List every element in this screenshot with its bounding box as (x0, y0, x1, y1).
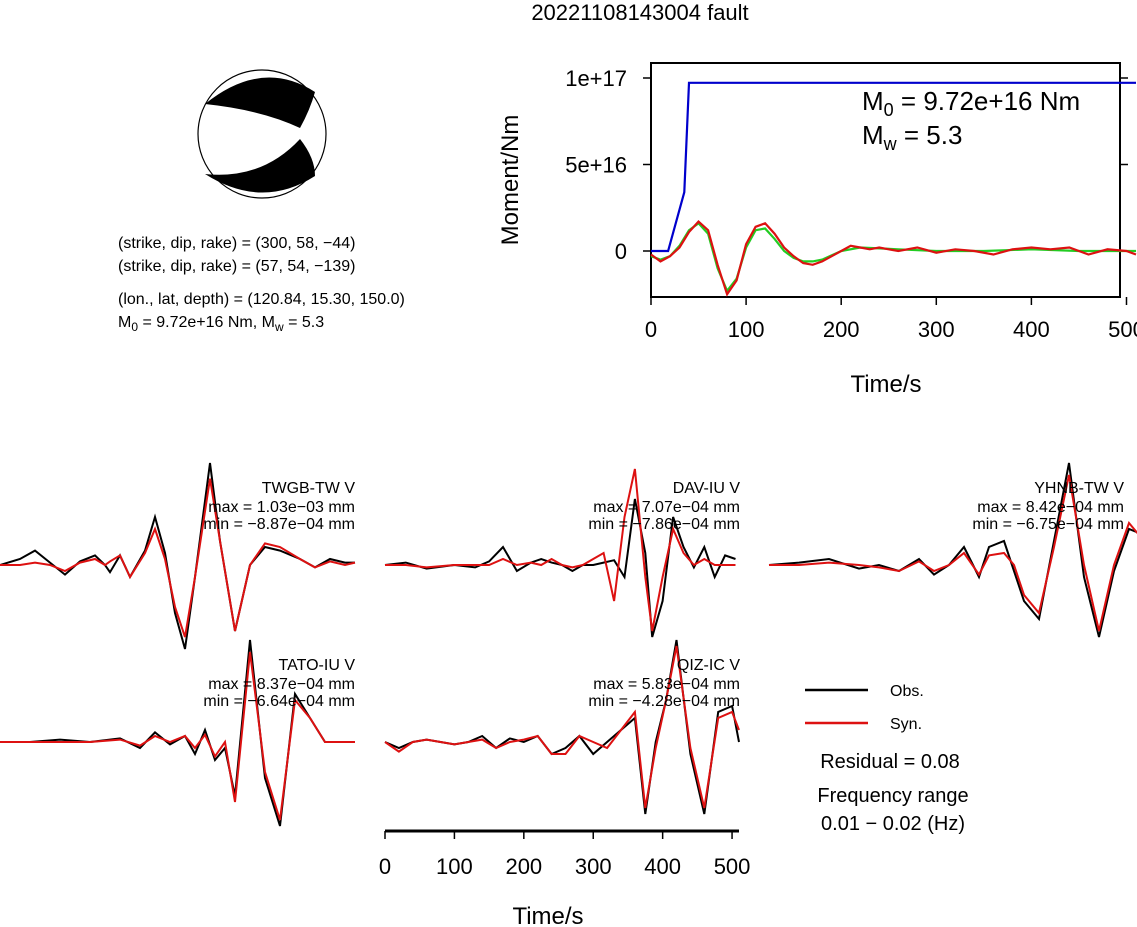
figure-title: 20221108143004 fault (531, 0, 748, 25)
synthetic-trace (384, 645, 740, 809)
mechanism-line1: (strike, dip, rake) = (300, 58, −44) (118, 235, 355, 252)
station-name: QIZ-IC V (677, 657, 740, 674)
station-min: min = −8.87e−04 mm (203, 516, 355, 533)
beachball (197, 69, 327, 199)
mechanism-text: (strike, dip, rake) = (300, 58, −44) (st… (118, 235, 405, 334)
beachball-compression-upper (205, 77, 315, 128)
waveform-time-axis: Time/s 0 100 200 300 400 500 (379, 829, 751, 927)
station-name: TWGB-TW V (262, 480, 356, 497)
moment-xtick-label: 100 (728, 317, 765, 342)
moment-ytick-label: 1e+17 (565, 66, 627, 91)
moment-ytick-label: 0 (615, 239, 627, 264)
waveform-xtick-label: 300 (575, 854, 612, 879)
moment-xlabel: Time/s (850, 371, 921, 398)
waveform-xtick-label: 0 (379, 854, 391, 879)
moment-xtick-label: 500 (1108, 317, 1137, 342)
moment-chart: 0 100 200 300 400 500 0 5e+16 1e+17 M0 = 9.72e+1… (497, 62, 1137, 398)
waveform-xtick-label: 400 (644, 854, 681, 879)
frequency-range-value: 0.01 − 0.02 (Hz) (821, 813, 965, 835)
moment-plot-frame (650, 62, 1121, 298)
observed-trace (384, 498, 736, 638)
station-max: max = 7.07e−04 mm (593, 499, 740, 516)
station-name: YHNB-TW V (1034, 480, 1124, 497)
moment-xtick-label: 300 (918, 317, 955, 342)
legend-syn-label: Syn. (890, 716, 922, 733)
moment-annotation-mw: Mw = 5.3 (862, 120, 962, 154)
synthetic-trace (769, 474, 1137, 632)
station-min: min = −7.86e−04 mm (588, 516, 740, 533)
station-name: TATO-IU V (279, 657, 356, 674)
station-min: min = −6.64e−04 mm (203, 693, 355, 710)
moment-annotation-m0: M0 = 9.72e+16 Nm (862, 86, 1080, 120)
station-max: max = 8.42e−04 mm (977, 499, 1124, 516)
synthetic-trace (385, 468, 736, 632)
beachball-compression-lower (205, 139, 315, 193)
residual-text: Residual = 0.08 (820, 751, 960, 773)
synthetic-trace (0, 478, 356, 638)
waveform-xtick-label: 200 (505, 854, 542, 879)
moment-xtick-label: 0 (645, 317, 657, 342)
waveform-xtick-label: 100 (436, 854, 473, 879)
station-max: max = 1.03e−03 mm (208, 499, 355, 516)
waveform-xtick-label: 500 (714, 854, 751, 879)
moment-curve (651, 81, 1136, 253)
moment-ytick-label: 5e+16 (565, 153, 627, 178)
waveform-legend: Obs. Syn. Residual = 0.08 Frequency rang… (805, 683, 969, 835)
mechanism-line2: (strike, dip, rake) = (57, 54, −139) (118, 258, 355, 275)
synthetic-trace (0, 651, 355, 821)
station-max: max = 8.37e−04 mm (208, 676, 355, 693)
frequency-range-label: Frequency range (817, 785, 968, 807)
mechanism-line4: M0 = 9.72e+16 Nm, Mw = 5.3 (118, 314, 324, 334)
waveform-xlabel: Time/s (512, 903, 583, 927)
station-min: min = −4.28e−04 mm (588, 693, 740, 710)
moment-ylabel: Moment/Nm (497, 115, 524, 246)
moment-xtick-label: 200 (823, 317, 860, 342)
station-name: DAV-IU V (673, 480, 741, 497)
moment-xtick-label: 400 (1013, 317, 1050, 342)
legend-obs-label: Obs. (890, 683, 924, 700)
station-max: max = 5.83e−04 mm (593, 676, 740, 693)
synthetic-stf-curve (650, 220, 1137, 297)
mechanism-line3: (lon., lat, depth) = (120.84, 15.30, 150… (118, 291, 405, 308)
station-min: min = −6.75e−04 mm (972, 516, 1124, 533)
